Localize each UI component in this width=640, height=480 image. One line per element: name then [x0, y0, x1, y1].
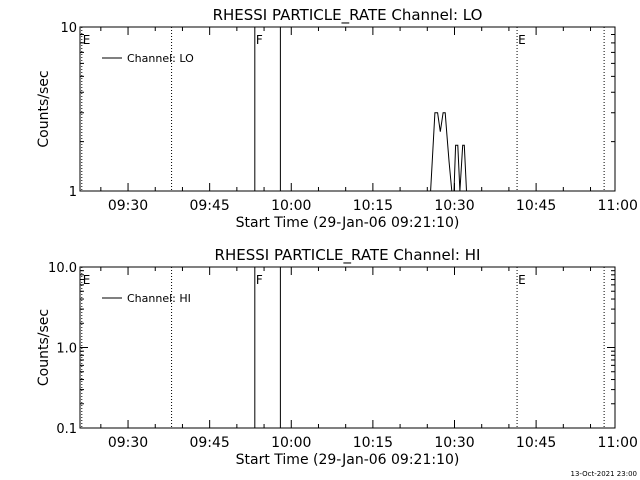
y-tick-label: 1.0: [56, 342, 77, 357]
x-tick-label: 10:15: [353, 435, 393, 451]
footer-timestamp: 13-Oct-2021 23:00: [571, 470, 637, 478]
x-axis-title: Start Time (29-Jan-06 09:21:10): [236, 215, 460, 231]
x-tick-label: 10:15: [353, 198, 393, 214]
chart-title: RHESSI PARTICLE_RATE Channel: LO: [213, 6, 483, 25]
x-tick-label: 09:30: [108, 198, 148, 214]
chart-title: RHESSI PARTICLE_RATE Channel: HI: [215, 246, 481, 265]
x-axis-title: Start Time (29-Jan-06 09:21:10): [236, 452, 460, 468]
event-marker-label: E: [83, 33, 91, 47]
x-tick-label: 10:45: [516, 198, 556, 214]
y-axis-title: Counts/sec: [36, 70, 52, 147]
event-marker-label: E: [83, 273, 91, 287]
x-tick-label: 09:30: [108, 435, 148, 451]
event-marker-label: E: [518, 273, 526, 287]
x-tick-label: 10:30: [434, 435, 474, 451]
legend-label: Channel: LO: [127, 52, 194, 65]
event-marker-label: F: [256, 33, 263, 47]
x-tick-label: 11:00: [598, 435, 638, 451]
event-marker-label: F: [256, 273, 263, 287]
y-tick-label: 0.1: [56, 422, 77, 437]
series-line: [430, 112, 467, 192]
event-marker-label: E: [518, 33, 526, 47]
plot-frame: [79, 26, 616, 192]
y-tick-label: 10: [60, 21, 77, 36]
x-tick-label: 10:30: [434, 198, 474, 214]
y-tick-label: 1: [69, 185, 77, 200]
x-tick-label: 11:00: [598, 198, 638, 214]
x-tick-label: 09:45: [189, 198, 229, 214]
y-tick-label: 10.0: [48, 261, 77, 276]
x-tick-label: 10:00: [271, 435, 311, 451]
y-axis-title: Counts/sec: [36, 309, 52, 386]
legend-label: Channel: HI: [127, 292, 191, 305]
x-tick-label: 09:45: [189, 435, 229, 451]
x-tick-label: 10:45: [516, 435, 556, 451]
x-tick-label: 10:00: [271, 198, 311, 214]
